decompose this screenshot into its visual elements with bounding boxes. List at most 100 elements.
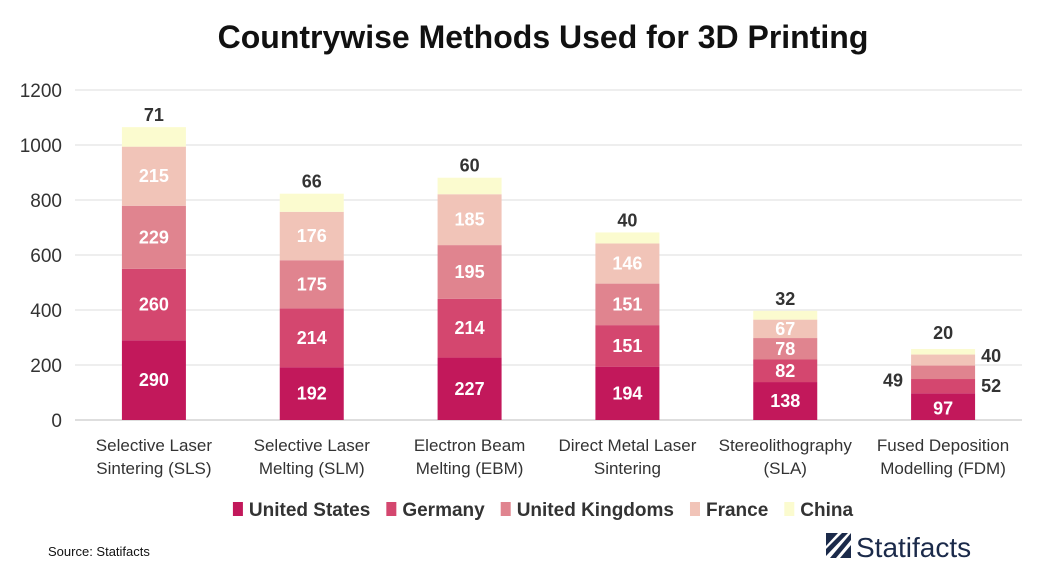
- x-tick-label: Melting (EBM): [416, 459, 524, 478]
- bar-stack: 192 214 175 176 66: [279, 172, 344, 420]
- data-label: 97: [933, 399, 953, 419]
- data-label: 52: [981, 376, 1001, 396]
- data-label: 40: [981, 346, 1001, 366]
- bar-stack: 290 260 229 215 71: [121, 105, 186, 420]
- data-label: 32: [775, 289, 795, 309]
- legend-label: United Kingdoms: [517, 500, 674, 521]
- legend-swatch: [689, 502, 700, 516]
- statifacts-logo-icon: [826, 533, 851, 558]
- x-tick-label: Electron Beam: [414, 436, 526, 455]
- legend-label: France: [706, 500, 768, 521]
- bar-segment: [595, 283, 660, 326]
- legend-item: United States: [232, 500, 370, 521]
- bar-segment: [437, 245, 502, 299]
- bars: 290 260 229 215 71 192 214 175 176 66 227 214 195 185…: [121, 105, 1001, 420]
- bar-segment: [911, 379, 976, 394]
- bar-segment: [279, 193, 344, 212]
- y-tick-label: 400: [30, 301, 62, 322]
- chart-title: Countrywise Methods Used for 3D Printing: [218, 19, 869, 55]
- data-label: 195: [455, 262, 485, 282]
- data-label: 151: [612, 336, 642, 356]
- bar-segment: [911, 393, 976, 420]
- data-label: 71: [144, 105, 164, 125]
- bar-segment: [437, 298, 502, 358]
- x-tick-label: Direct Metal Laser: [558, 436, 696, 455]
- data-label: 290: [139, 370, 169, 390]
- data-label: 214: [297, 328, 327, 348]
- legend-swatch: [500, 502, 511, 516]
- bar-segment: [595, 232, 660, 244]
- data-label: 60: [460, 156, 480, 176]
- x-tick-label: Melting (SLM): [259, 459, 365, 478]
- bar-segment: [437, 357, 502, 420]
- bar-segment: [121, 340, 186, 420]
- data-label: 146: [612, 254, 642, 274]
- data-label: 82: [775, 361, 795, 381]
- x-tick-label: Selective Laser: [96, 436, 213, 455]
- y-tick-label: 800: [30, 191, 62, 212]
- bar-segment: [911, 365, 976, 380]
- bar-segment: [911, 349, 976, 355]
- x-tick-label: Stereolithography: [719, 436, 853, 455]
- data-label: 138: [770, 391, 800, 411]
- y-tick-label: 1000: [20, 136, 62, 157]
- bar-segment: [753, 359, 818, 383]
- bar-segment: [121, 146, 186, 206]
- bar-segment: [753, 310, 818, 320]
- bar-segment: [595, 243, 660, 284]
- legend-label: Germany: [402, 500, 485, 521]
- x-tick-label: Sintering: [594, 459, 661, 478]
- data-label: 194: [612, 383, 642, 403]
- source-note: Source: Statifacts: [48, 544, 150, 559]
- bar-segment: [753, 319, 818, 339]
- data-label: 49: [883, 370, 903, 390]
- x-tick-label: Selective Laser: [254, 436, 371, 455]
- legend-swatch: [386, 502, 397, 516]
- bar-segment: [121, 268, 186, 341]
- legend-item: China: [784, 500, 854, 521]
- x-tick-label: (SLA): [764, 459, 807, 478]
- y-tick-label: 600: [30, 246, 62, 267]
- y-tick-label: 200: [30, 356, 62, 377]
- bar-segment: [437, 194, 502, 246]
- y-tick-label: 1200: [20, 81, 62, 102]
- data-label: 185: [455, 210, 485, 230]
- bar-segment: [595, 325, 660, 367]
- x-tick-label: Modelling (FDM): [880, 459, 1006, 478]
- bar-stack: 97 52 49 40 20: [883, 323, 1001, 420]
- data-label: 192: [297, 384, 327, 404]
- data-label: 66: [302, 172, 322, 192]
- bar-segment: [911, 354, 976, 366]
- legend-label: United States: [249, 500, 370, 521]
- legend-label: China: [800, 500, 853, 521]
- legend-item: Germany: [386, 500, 485, 521]
- bar-segment: [595, 366, 660, 420]
- bar-segment: [279, 211, 344, 261]
- data-label: 20: [933, 323, 953, 343]
- data-label: 151: [612, 294, 642, 314]
- bar-segment: [437, 177, 502, 195]
- bar-segment: [121, 205, 186, 269]
- brand-name: Statifacts: [856, 532, 971, 563]
- data-label: 260: [139, 295, 169, 315]
- data-label: 40: [617, 210, 637, 230]
- data-label: 175: [297, 274, 327, 294]
- x-tick-label: Sintering (SLS): [96, 459, 211, 478]
- data-label: 229: [139, 227, 169, 247]
- legend-item: United Kingdoms: [500, 500, 674, 521]
- x-axis: Selective Laser Sintering (SLS) Selective …: [96, 436, 1009, 478]
- bar-stack: 227 214 195 185 60: [437, 156, 502, 420]
- data-label: 215: [139, 166, 169, 186]
- data-label: 227: [455, 379, 485, 399]
- bar-segment: [279, 260, 344, 309]
- y-tick-label: 0: [51, 411, 62, 432]
- bar-segment: [753, 338, 818, 360]
- data-label: 67: [775, 319, 795, 339]
- legend-swatch: [232, 502, 243, 516]
- legend-swatch: [784, 502, 795, 516]
- data-label: 78: [775, 339, 795, 359]
- legend: United States Germany United Kingdoms Franc…: [232, 500, 854, 521]
- bar-segment: [279, 308, 344, 368]
